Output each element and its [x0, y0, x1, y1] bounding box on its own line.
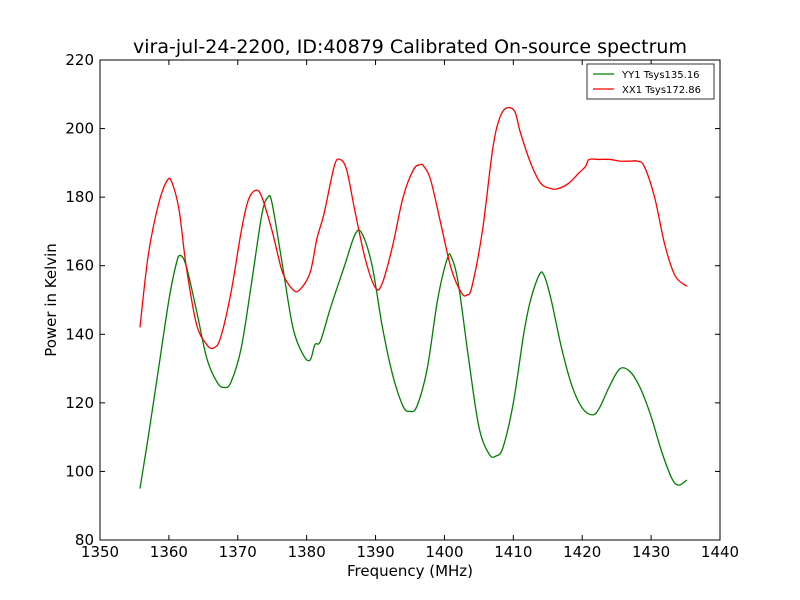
- x-tick-label: 1380: [288, 543, 326, 561]
- y-tick-label: 120: [65, 394, 94, 412]
- x-tick-label: 1420: [563, 543, 601, 561]
- chart-title: vira-jul-24-2200, ID:40879 Calibrated On…: [133, 36, 687, 58]
- y-tick-label: 180: [65, 188, 94, 206]
- legend: YY1 Tsys135.16 XX1 Tsys172.86: [586, 63, 715, 100]
- x-tick-label: 1400: [425, 543, 463, 561]
- legend-label-yy1: YY1 Tsys135.16: [621, 70, 700, 81]
- legend-label-xx1: XX1 Tsys172.86: [622, 85, 701, 96]
- series-layer: [139, 106, 688, 489]
- legend-box: [586, 63, 715, 100]
- y-tick-label: 160: [65, 257, 94, 275]
- y-tick-label: 140: [65, 325, 94, 343]
- x-tick-label: 1370: [219, 543, 257, 561]
- y-tick-label: 80: [75, 531, 94, 549]
- y-tick-label: 200: [65, 120, 94, 138]
- x-axis-label: Frequency (MHz): [347, 562, 473, 580]
- x-tick-label: 1350: [81, 543, 119, 561]
- x-tick-label: 1390: [356, 543, 394, 561]
- plot-frame: [99, 59, 721, 541]
- y-tick-label: 220: [65, 51, 94, 69]
- series-line-yy1: [139, 194, 688, 489]
- y-axis-label: Power in Kelvin: [42, 243, 60, 357]
- x-tick-label: 1430: [632, 543, 670, 561]
- x-axis: 1350 1360 1370 1380 1390 1400 1410 1420 1430 1440: [81, 60, 739, 561]
- y-tick-label: 100: [65, 462, 94, 480]
- series-line-xx1: [139, 106, 688, 350]
- x-tick-label: 1410: [494, 543, 532, 561]
- y-axis: 80 100 120 140 160 180 200 220: [65, 51, 720, 549]
- x-tick-label: 1360: [150, 543, 188, 561]
- x-tick-label: 1440: [701, 543, 739, 561]
